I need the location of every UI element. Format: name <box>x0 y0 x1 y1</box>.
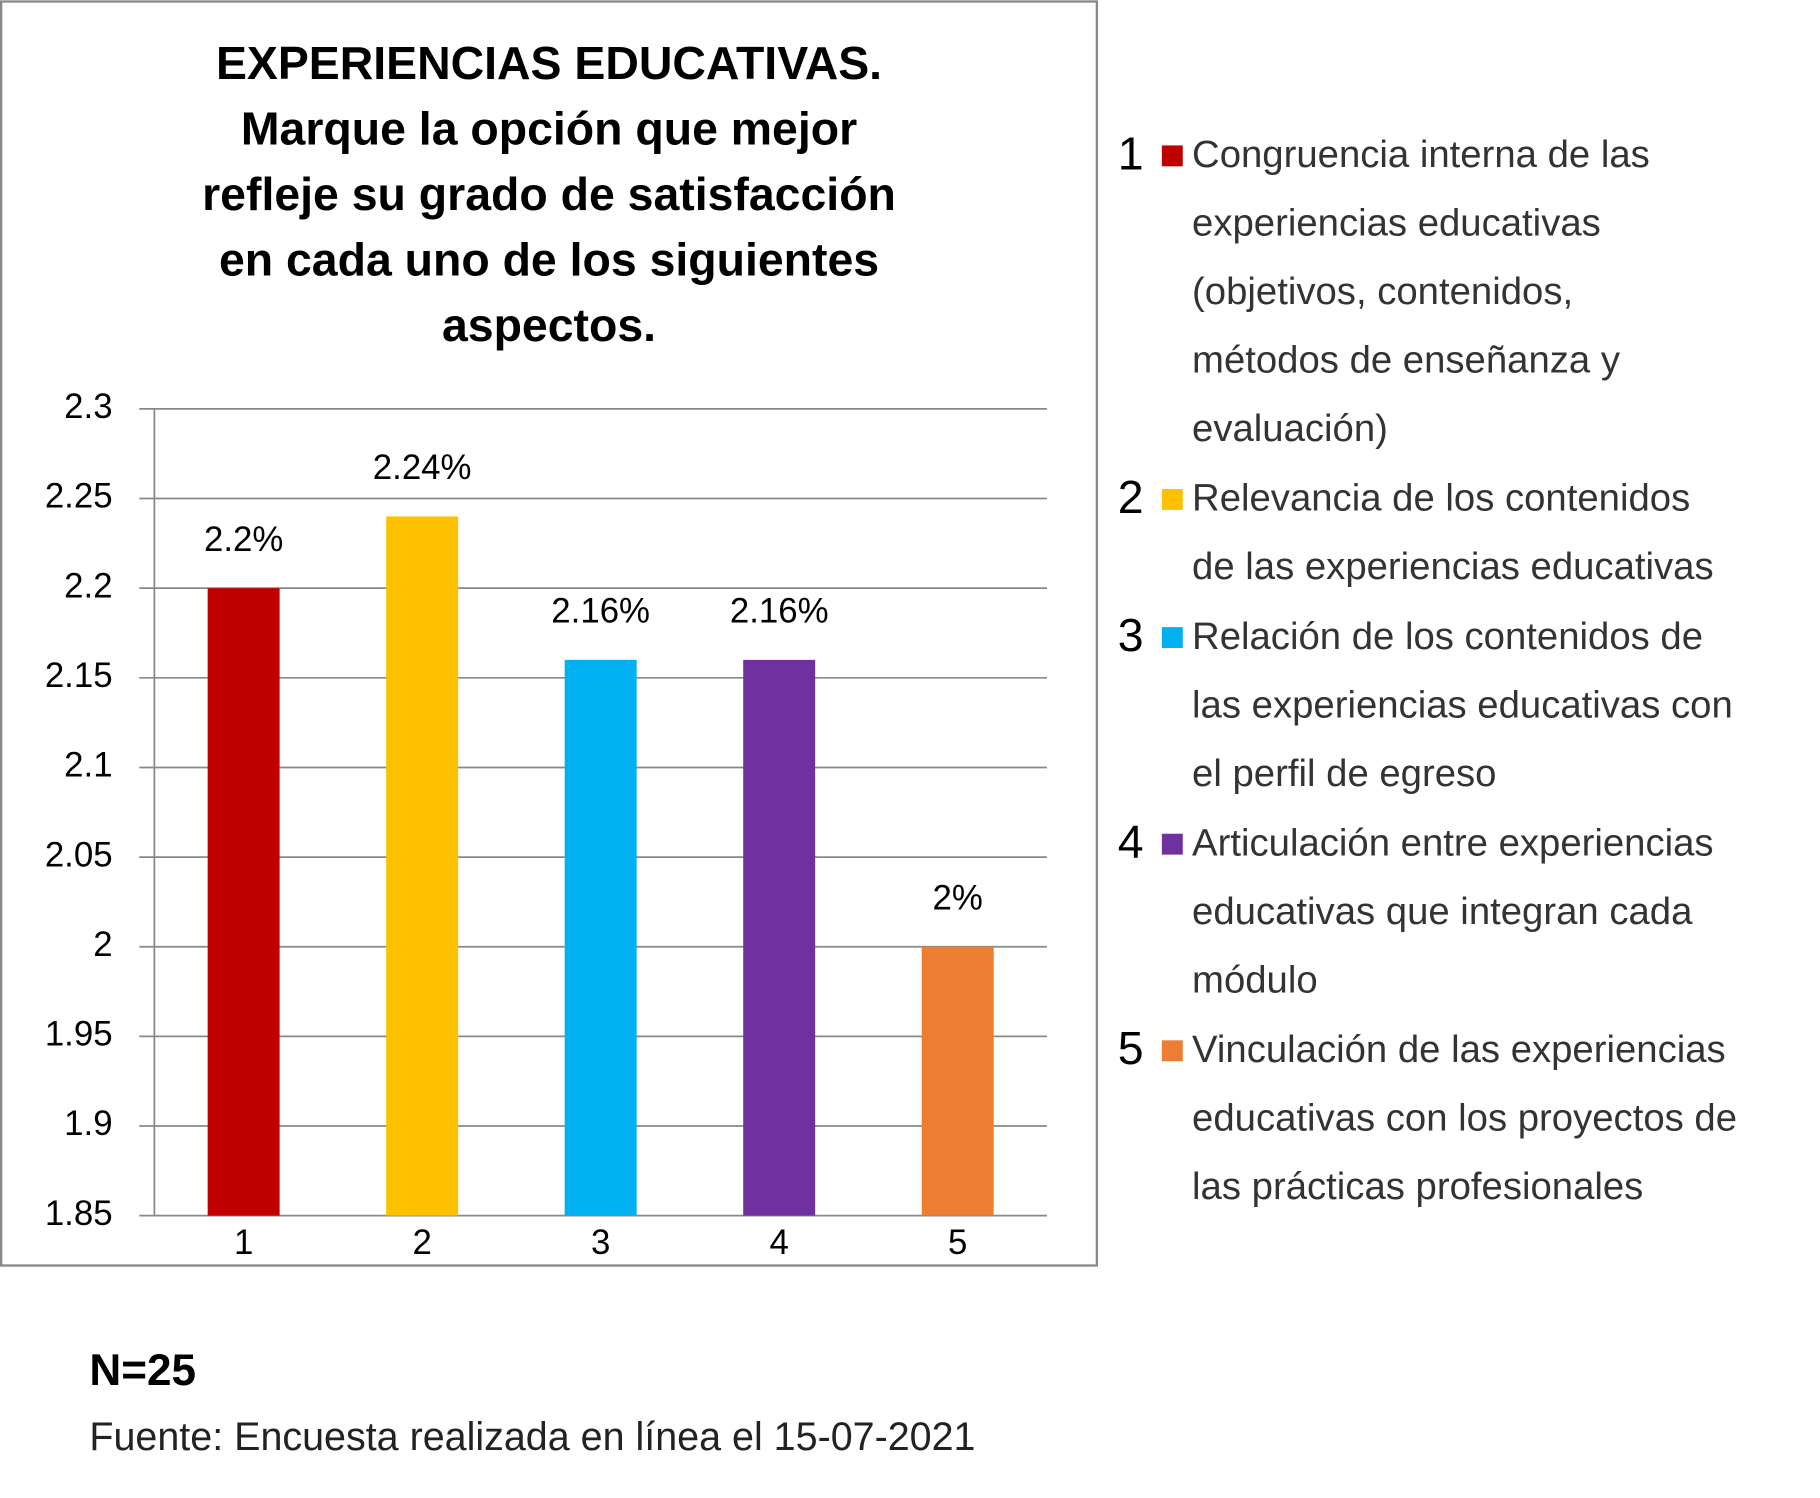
legend-label: educativas que integran cada <box>1192 890 1693 933</box>
y-tick-label: 2.3 <box>64 387 112 426</box>
legend-swatch <box>1161 145 1183 167</box>
data-label: 2.16% <box>730 592 829 631</box>
y-tick-label: 2.15 <box>45 656 113 695</box>
legend-label: métodos de enseñanza y <box>1192 339 1621 382</box>
legend-number: 1 <box>1118 127 1144 179</box>
bar <box>743 659 816 1216</box>
legend-label: el perfil de egreso <box>1192 752 1496 795</box>
data-label: 2.2% <box>204 520 283 559</box>
bar <box>207 588 280 1216</box>
x-tick-label: 3 <box>591 1223 610 1262</box>
y-tick-label: 1.85 <box>45 1194 113 1233</box>
legend-swatch <box>1161 489 1183 510</box>
legend-number: 5 <box>1118 1022 1144 1074</box>
legend-number: 2 <box>1118 471 1144 523</box>
y-tick-label: 2.25 <box>45 477 113 516</box>
y-tick-label: 2.1 <box>64 746 112 785</box>
y-tick-label: 1.95 <box>45 1015 113 1054</box>
chart-frame <box>0 0 1099 1267</box>
chart-title: EXPERIENCIAS EDUCATIVAS. <box>216 37 882 89</box>
legend-label: Relevancia de los contenidos <box>1192 477 1690 520</box>
legend-label: experiencias educativas <box>1192 202 1601 245</box>
legend-swatch <box>1161 1040 1183 1062</box>
source: Fuente: Encuesta realizada en línea el 1… <box>89 1415 975 1459</box>
data-label: 2.24% <box>373 448 472 487</box>
legend-swatch <box>1161 627 1183 649</box>
data-label: 2.16% <box>551 592 650 631</box>
y-tick-label: 2.05 <box>45 835 113 874</box>
bar <box>921 946 994 1216</box>
x-tick-label: 5 <box>948 1223 967 1262</box>
legend-label: módulo <box>1192 958 1318 1001</box>
legend-label: evaluación) <box>1192 407 1388 450</box>
y-tick-label: 2.2 <box>64 566 112 605</box>
data-label: 2% <box>933 878 983 917</box>
x-tick-label: 1 <box>234 1223 253 1262</box>
legend-label: (objetivos, contenidos, <box>1192 270 1573 313</box>
legend-label: Vinculación de las experiencias <box>1192 1028 1726 1071</box>
chart-title: refleje su grado de satisfacción <box>202 168 896 220</box>
legend-label: las experiencias educativas con <box>1192 683 1733 726</box>
x-tick-label: 2 <box>412 1223 431 1262</box>
legend-swatch <box>1161 833 1183 855</box>
legend-label: educativas con los proyectos de <box>1192 1097 1737 1140</box>
bar <box>564 659 637 1216</box>
legend-label: Relación de los contenidos de <box>1192 615 1703 658</box>
sample-size: N=25 <box>89 1346 196 1395</box>
legend-label: Articulación entre experiencias <box>1192 821 1714 864</box>
legend-label: las prácticas profesionales <box>1192 1165 1643 1208</box>
legend-label: de las experiencias educativas <box>1192 545 1714 588</box>
chart-title: aspectos. <box>442 299 656 351</box>
y-tick-label: 2 <box>93 925 112 964</box>
chart-title: en cada uno de los siguientes <box>219 234 879 286</box>
chart-title: Marque la opción que mejor <box>241 102 857 154</box>
x-tick-label: 4 <box>770 1223 789 1262</box>
y-tick-label: 1.9 <box>64 1104 112 1143</box>
bar <box>386 516 459 1216</box>
legend-number: 4 <box>1118 816 1144 868</box>
legend-number: 3 <box>1118 609 1144 661</box>
legend-label: Congruencia interna de las <box>1192 133 1650 176</box>
